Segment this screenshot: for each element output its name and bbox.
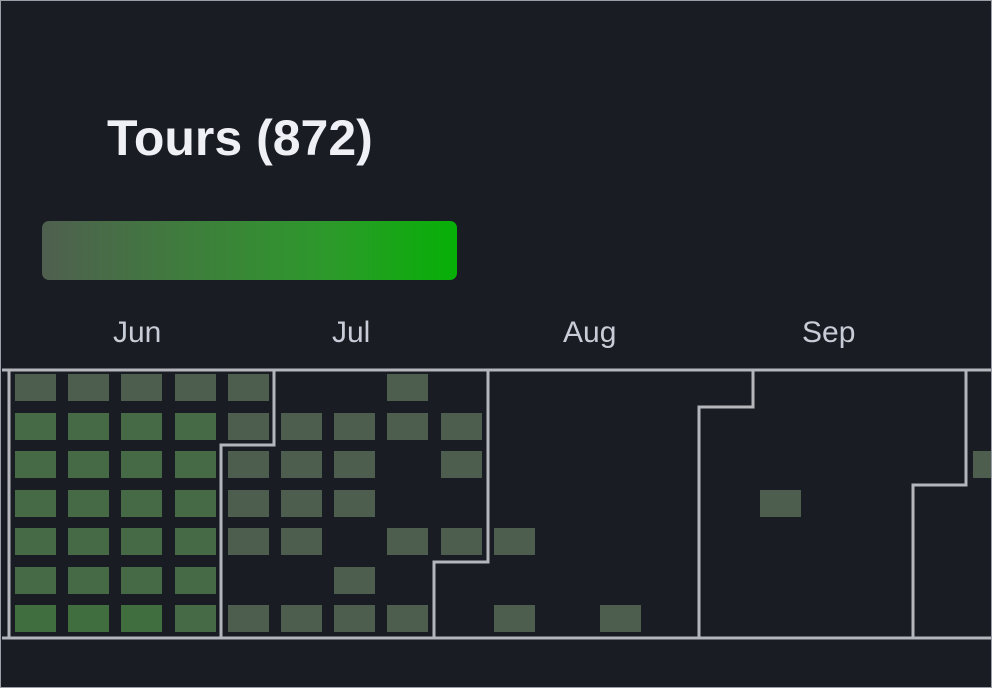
heatmap-cell[interactable] — [387, 374, 428, 401]
heatmap-cell[interactable] — [494, 528, 535, 555]
heatmap-cell[interactable] — [68, 528, 109, 555]
color-scale-legend — [42, 221, 457, 280]
heatmap-cell[interactable] — [387, 528, 428, 555]
heatmap-cell[interactable] — [334, 567, 375, 594]
heatmap-cell[interactable] — [441, 413, 482, 440]
heatmap-cell[interactable] — [15, 451, 56, 478]
heatmap-cell[interactable] — [334, 605, 375, 632]
heatmap-cell[interactable] — [121, 528, 162, 555]
heatmap-cell[interactable] — [228, 451, 269, 478]
heatmap-cell[interactable] — [600, 605, 641, 632]
heatmap-cell[interactable] — [441, 528, 482, 555]
heatmap-cell[interactable] — [494, 605, 535, 632]
heatmap-cell[interactable] — [175, 374, 216, 401]
heatmap-cell[interactable] — [387, 605, 428, 632]
heatmap-cell[interactable] — [15, 413, 56, 440]
heatmap-cell[interactable] — [175, 528, 216, 555]
heatmap-cell[interactable] — [15, 490, 56, 517]
heatmap-cell[interactable] — [973, 451, 992, 478]
heatmap-cell[interactable] — [68, 605, 109, 632]
heatmap-cell[interactable] — [387, 413, 428, 440]
heatmap-cell[interactable] — [281, 451, 322, 478]
heatmap-cell[interactable] — [228, 374, 269, 401]
month-label-sep: Sep — [802, 316, 856, 349]
heatmap-cell[interactable] — [228, 605, 269, 632]
heatmap-cell[interactable] — [281, 490, 322, 517]
heatmap-cell[interactable] — [68, 451, 109, 478]
heatmap-cell[interactable] — [228, 413, 269, 440]
heatmap-cell[interactable] — [68, 413, 109, 440]
heatmap-cell[interactable] — [228, 490, 269, 517]
month-label-jun: Jun — [113, 316, 162, 349]
heatmap-cell[interactable] — [121, 451, 162, 478]
heatmap-cell[interactable] — [15, 528, 56, 555]
heatmap-cell[interactable] — [175, 451, 216, 478]
heatmap-cell[interactable] — [175, 490, 216, 517]
heatmap-cell[interactable] — [281, 528, 322, 555]
heatmap-cell[interactable] — [281, 605, 322, 632]
heatmap-cell[interactable] — [121, 374, 162, 401]
heatmap-cell[interactable] — [334, 490, 375, 517]
heatmap-cell[interactable] — [175, 413, 216, 440]
heatmap-cell[interactable] — [15, 605, 56, 632]
heatmap-cell[interactable] — [441, 451, 482, 478]
heatmap-cell[interactable] — [121, 413, 162, 440]
heatmap-cell[interactable] — [121, 605, 162, 632]
heatmap-cell[interactable] — [15, 374, 56, 401]
heatmap-cell[interactable] — [121, 490, 162, 517]
heatmap-cell[interactable] — [281, 413, 322, 440]
heatmap-cell[interactable] — [68, 374, 109, 401]
heatmap-cell[interactable] — [68, 567, 109, 594]
heatmap-cell[interactable] — [175, 567, 216, 594]
heatmap-cell[interactable] — [175, 605, 216, 632]
heatmap-cell[interactable] — [760, 490, 801, 517]
heatmap-cell[interactable] — [121, 567, 162, 594]
month-label-aug: Aug — [563, 316, 617, 349]
heatmap-cell[interactable] — [68, 490, 109, 517]
heatmap-cell[interactable] — [334, 413, 375, 440]
heatmap-cell[interactable] — [228, 528, 269, 555]
heatmap-cell[interactable] — [15, 567, 56, 594]
heatmap-cell[interactable] — [334, 451, 375, 478]
month-label-jul: Jul — [332, 316, 371, 349]
page-title: Tours (872) — [107, 110, 373, 166]
